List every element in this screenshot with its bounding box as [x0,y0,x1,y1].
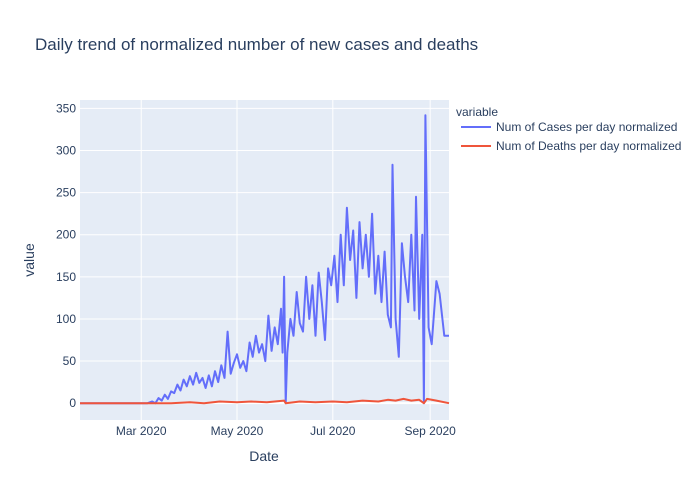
x-axis-title: Date [249,448,279,464]
x-axis-ticks: Mar 2020 May 2020 Jul 2020 Sep 2020 [116,424,456,438]
y-tick-label: 50 [63,354,77,368]
y-tick-label: 200 [56,228,76,242]
y-tick-label: 350 [56,101,76,115]
series-line-cases [80,114,449,405]
legend-label: Num of Deaths per day normalized [496,139,681,153]
legend[interactable]: variable Num of Cases per day normalized… [456,105,681,153]
y-axis-title: value [21,243,37,277]
y-tick-label: 250 [56,186,76,200]
y-tick-label: 0 [69,396,76,410]
legend-item-deaths[interactable]: Num of Deaths per day normalized [461,139,681,153]
x-tick-label: Mar 2020 [116,424,167,438]
x-tick-label: Jul 2020 [310,424,356,438]
y-tick-label: 150 [56,270,76,284]
series-lines [80,114,450,405]
y-tick-label: 100 [56,312,76,326]
x-tick-label: Sep 2020 [404,424,456,438]
series-line-deaths [80,397,450,405]
y-tick-label: 300 [56,144,76,158]
x-tick-label: May 2020 [211,424,264,438]
y-axis-ticks: 0 50 100 150 200 250 300 350 [56,101,76,410]
chart-title: Daily trend of normalized number of new … [35,35,478,54]
legend-title: variable [456,105,498,119]
legend-item-cases[interactable]: Num of Cases per day normalized [461,120,677,134]
legend-label: Num of Cases per day normalized [496,120,677,134]
